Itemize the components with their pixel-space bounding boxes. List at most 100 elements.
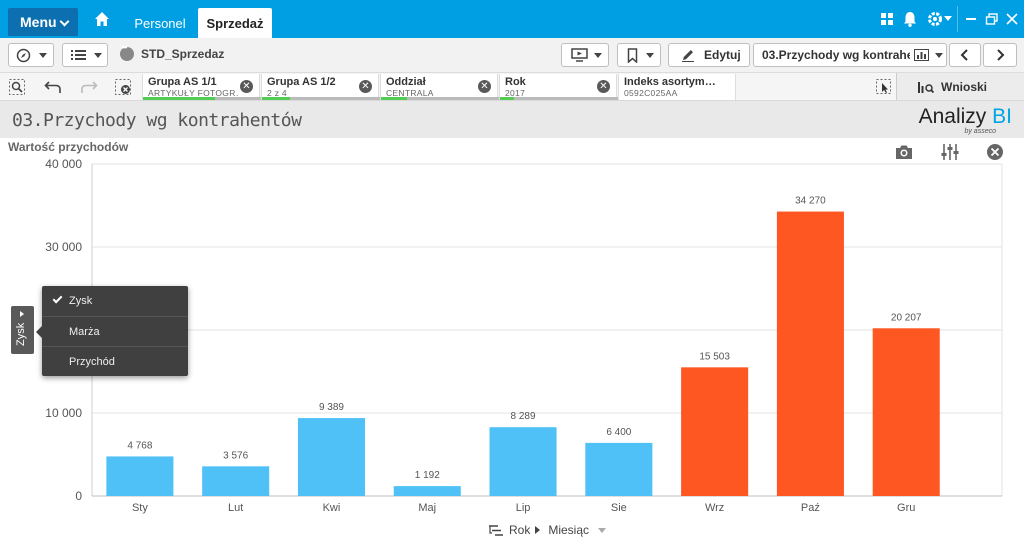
filter-value: 2 z 4 bbox=[267, 88, 287, 98]
filter-grupa-as-1-2[interactable]: Grupa AS 1/2 2 z 4 ✕ bbox=[261, 74, 380, 100]
clear-filter-icon[interactable]: ✕ bbox=[359, 80, 372, 93]
bar[interactable] bbox=[681, 367, 749, 496]
tab-personel[interactable]: Personel bbox=[124, 8, 196, 38]
bar-value-label: 34 270 bbox=[795, 196, 826, 207]
clear-filter-icon[interactable]: ✕ bbox=[597, 80, 610, 93]
filter-name: Grupa AS 1/1 bbox=[148, 76, 217, 88]
filter-name: Rok bbox=[505, 76, 526, 88]
next-sheet-button[interactable] bbox=[983, 43, 1017, 67]
bar-value-label: 9 389 bbox=[319, 402, 344, 413]
clear-filter-icon[interactable]: ✕ bbox=[478, 80, 491, 93]
close-chart-icon[interactable] bbox=[985, 143, 1005, 161]
chevron-down-icon bbox=[59, 16, 70, 27]
tab-sprzedaz[interactable]: Sprzedaż bbox=[198, 8, 272, 38]
filter-state-bar-rest bbox=[514, 97, 618, 100]
bar[interactable] bbox=[489, 427, 557, 496]
minimize-icon[interactable] bbox=[966, 18, 976, 20]
present-button[interactable] bbox=[561, 43, 609, 67]
report-select-label: 03.Przychody wg kontrahen… bbox=[762, 48, 910, 62]
revenue-bar-chart: 0 10 000 30 000 40 000 4 768 Sty 3 576 Lut 9 389… bbox=[45, 157, 1003, 514]
filter-state-bar-rest bbox=[290, 97, 380, 100]
bar-value-label: 4 768 bbox=[127, 440, 152, 451]
bar-value-label: 8 289 bbox=[511, 411, 536, 422]
bookmark-button[interactable] bbox=[617, 43, 661, 67]
dimension-level-miesiac[interactable]: Miesiąc bbox=[548, 523, 590, 537]
bookmark-icon bbox=[627, 47, 638, 63]
caret-down-icon bbox=[594, 52, 602, 58]
settings-caret-icon[interactable] bbox=[944, 16, 952, 21]
bar[interactable] bbox=[202, 466, 270, 496]
filter-state-bar bbox=[381, 97, 407, 100]
step-back-icon[interactable] bbox=[44, 78, 62, 96]
bar-value-label: 1 192 bbox=[415, 470, 440, 481]
top-navigation-bar: Menu Personel Sprzedaż bbox=[0, 0, 1024, 38]
y-tick-label: 30 000 bbox=[45, 240, 82, 254]
bar[interactable] bbox=[106, 456, 174, 496]
dimension-level-rok[interactable]: Rok bbox=[509, 523, 531, 537]
edit-button[interactable]: Edytuj bbox=[668, 43, 750, 67]
topbar-divider bbox=[957, 6, 958, 32]
report-select[interactable]: 03.Przychody wg kontrahen… bbox=[753, 43, 947, 67]
measure-switch-handle[interactable]: Zysk bbox=[11, 306, 34, 354]
bar-value-label: 20 207 bbox=[891, 312, 922, 323]
x-tick-label: Kwi bbox=[323, 502, 341, 514]
previous-sheet-button[interactable] bbox=[949, 43, 981, 67]
navigation-compass-button[interactable] bbox=[8, 43, 54, 67]
x-tick-label: Maj bbox=[418, 502, 436, 514]
app-name: STD_Sprzedaz bbox=[120, 43, 225, 61]
measure-option-zysk[interactable]: Zysk bbox=[42, 286, 188, 316]
menu-button[interactable]: Menu bbox=[8, 8, 78, 36]
bar[interactable] bbox=[393, 486, 461, 496]
caret-down-icon[interactable] bbox=[598, 527, 607, 533]
grid-apps-icon[interactable] bbox=[878, 10, 896, 28]
filter-value: 2017 bbox=[505, 88, 526, 98]
restore-window-icon[interactable] bbox=[983, 10, 1001, 28]
selection-tool-icon[interactable] bbox=[875, 78, 892, 95]
filter-name: Grupa AS 1/2 bbox=[267, 76, 336, 88]
y-tick-label: 0 bbox=[75, 489, 82, 503]
expand-arrow-icon bbox=[20, 311, 24, 317]
arrow-right-icon bbox=[535, 526, 541, 534]
measure-option-label: Przychód bbox=[69, 355, 115, 368]
close-window-icon[interactable] bbox=[1003, 10, 1021, 28]
camera-icon[interactable] bbox=[894, 143, 914, 161]
filter-value: 0592C025AA bbox=[624, 88, 678, 98]
filter-state-bar bbox=[500, 97, 514, 100]
gear-icon[interactable] bbox=[926, 10, 944, 28]
sliders-icon[interactable] bbox=[940, 143, 960, 161]
chart-title: Wartość przychodów bbox=[8, 140, 129, 154]
measure-option-marza[interactable]: Marża bbox=[42, 316, 188, 346]
filter-name: Oddział bbox=[386, 76, 426, 88]
filter-rok[interactable]: Rok 2017 ✕ bbox=[499, 74, 618, 100]
smart-search-icon[interactable] bbox=[8, 78, 26, 96]
bar[interactable] bbox=[872, 328, 940, 496]
clear-filter-icon[interactable]: ✕ bbox=[240, 80, 253, 93]
bar[interactable] bbox=[297, 418, 365, 496]
insights-icon bbox=[918, 81, 935, 93]
app-name-label: STD_Sprzedaz bbox=[141, 47, 225, 61]
y-tick-label: 10 000 bbox=[45, 406, 82, 420]
caret-down-icon bbox=[935, 52, 943, 58]
insights-button[interactable]: Wnioski bbox=[876, 73, 1024, 100]
dimension-drilldown[interactable]: Rok Miesiąc bbox=[488, 522, 607, 538]
clear-all-selections-icon[interactable] bbox=[114, 78, 132, 96]
measure-handle-label: Zysk bbox=[15, 322, 27, 346]
bell-icon[interactable] bbox=[901, 10, 919, 28]
app-dots-icon bbox=[120, 43, 134, 61]
caret-down-icon bbox=[94, 52, 102, 58]
x-tick-label: Lut bbox=[228, 502, 243, 514]
bar[interactable] bbox=[585, 442, 653, 496]
filter-indeks-asortymentu[interactable]: Indeks asortym… 0592C025AA bbox=[618, 74, 736, 100]
sheet-list-button[interactable] bbox=[62, 43, 108, 67]
filter-grupa-as-1-1[interactable]: Grupa AS 1/1 ARTYKUŁY FOTOGR… ✕ bbox=[142, 74, 261, 100]
filter-value: ARTYKUŁY FOTOGR… bbox=[148, 88, 238, 98]
x-tick-label: Gru bbox=[897, 502, 915, 514]
x-tick-label: Lip bbox=[516, 502, 531, 514]
filter-oddzial[interactable]: Oddział CENTRALA ✕ bbox=[380, 74, 499, 100]
home-icon[interactable] bbox=[94, 11, 110, 27]
measure-option-przychod[interactable]: Przychód bbox=[42, 346, 188, 376]
bar[interactable] bbox=[776, 211, 844, 496]
step-forward-icon[interactable] bbox=[80, 78, 98, 96]
measure-option-label: Marża bbox=[69, 325, 100, 338]
